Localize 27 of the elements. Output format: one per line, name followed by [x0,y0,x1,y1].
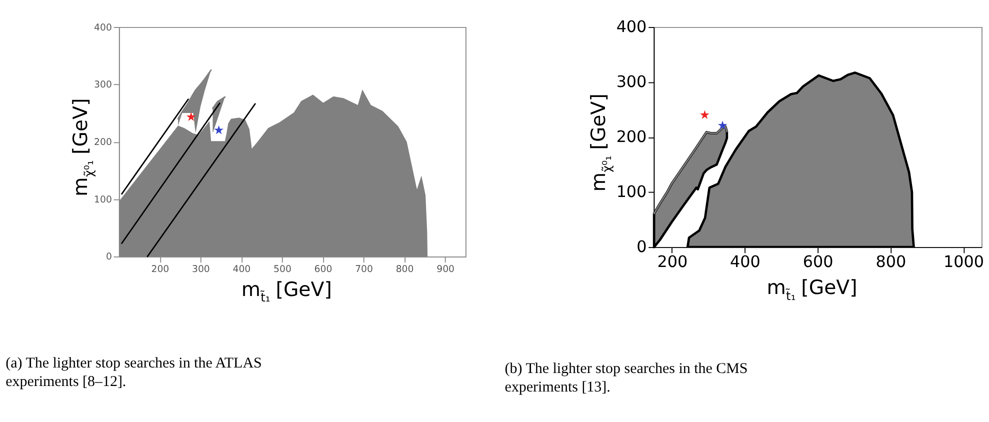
y-tick-label: 0 [106,252,112,263]
x-tick-label: 800 [396,264,414,275]
x-tick-label: 400 [232,264,251,275]
x-tick-label: 1000 [944,252,984,272]
y-tick-label: 100 [94,194,112,206]
y-tick-label: 200 [616,127,647,146]
y-tick-label: 400 [616,17,647,36]
y-tick-label: 300 [94,80,112,91]
x-tick-label: 800 [876,252,906,272]
y-tick-label: 400 [94,22,112,34]
text: (a) The lighter stop searches in the ATLAS experiments [8–12]. [6,355,262,390]
x-tick-label: 300 [192,264,210,275]
x-tick-label: 700 [355,264,373,275]
x-tick-label: 600 [802,252,834,272]
y-axis-title: mχ̃⁰₁ [GeV] [69,98,96,196]
y-tick-label: 200 [94,136,112,148]
x-tick-label: 200 [657,252,688,272]
x-tick-label: 600 [314,264,332,275]
text: (b) The lighter stop searches in the CMS experiments [13]. [504,360,748,396]
x-tick-label: 500 [274,264,292,275]
x-tick-label: 900 [436,264,455,275]
x-tick-label: 400 [730,252,760,272]
y-tick-label: 100 [616,182,647,202]
y-tick-label: 300 [616,72,647,92]
y-tick-label: 0 [636,237,647,256]
y-axis-title: mχ̃⁰₁ [GeV] [587,94,614,192]
x-tick-label: 200 [151,264,170,275]
